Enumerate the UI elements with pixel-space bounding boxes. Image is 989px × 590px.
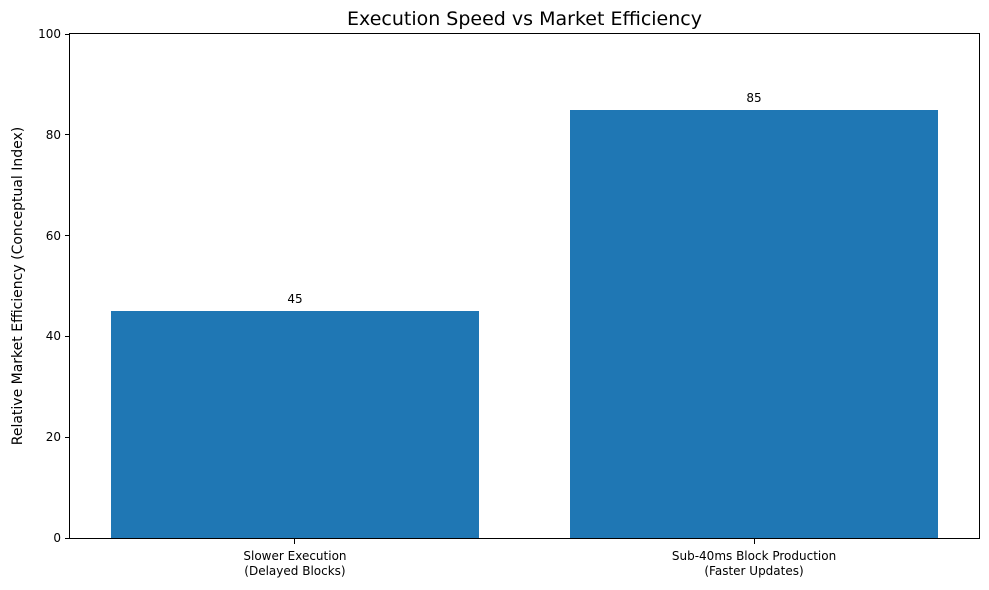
x-tick-label-line: (Delayed Blocks) (244, 564, 346, 578)
bar (570, 109, 938, 538)
chart-title: Execution Speed vs Market Efficiency (347, 8, 702, 30)
y-tick-label: 100 (38, 27, 61, 41)
y-tick (65, 335, 69, 337)
y-tick (65, 235, 69, 237)
x-tick-label-line: Sub-40ms Block Production (671, 549, 837, 563)
bar-value-label: 45 (287, 292, 303, 307)
x-tick-label: Slower Execution (Delayed Blocks) (243, 549, 346, 579)
x-tick-label-line: Slower Execution (243, 549, 347, 563)
y-tick (65, 436, 69, 438)
y-tick (65, 33, 69, 35)
x-tick (294, 539, 296, 544)
bar-value-label: 85 (746, 90, 762, 105)
y-tick-label: 80 (45, 127, 61, 142)
x-tick-label-line: (Faster Updates) (704, 564, 804, 578)
y-tick (65, 537, 69, 539)
y-tick-label: 0 (53, 531, 61, 545)
x-tick-label: Sub-40ms Block Production (Faster Updates… (672, 549, 836, 579)
y-axis-label: Relative Market Efficiency (Conceptual I… (10, 126, 26, 446)
y-tick-label: 40 (45, 329, 61, 344)
bar (111, 311, 479, 538)
y-tick (65, 134, 69, 136)
plot-area: 45 85 (69, 33, 980, 539)
x-tick (753, 539, 755, 544)
y-tick-label: 20 (45, 430, 61, 445)
y-tick-label: 60 (45, 228, 61, 243)
